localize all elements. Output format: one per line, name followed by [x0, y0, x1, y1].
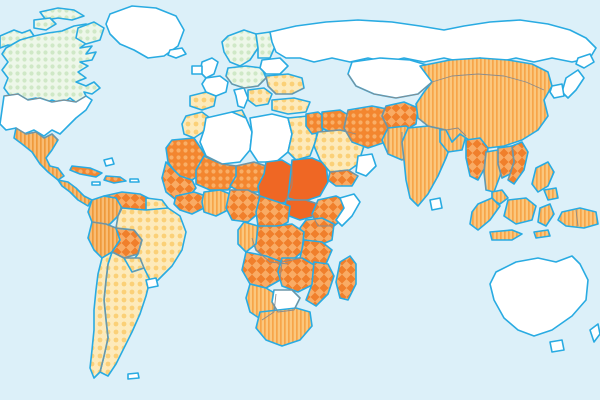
border-europe-central: [226, 76, 266, 88]
region-puerto-rico[interactable]: [130, 179, 139, 182]
region-somalia[interactable]: [336, 194, 360, 226]
border-sa-botswana: [272, 290, 300, 312]
region-ireland[interactable]: [192, 66, 202, 74]
border-russia-kazakhstan: [348, 74, 432, 98]
region-turkey[interactable]: [272, 98, 310, 114]
region-zambia-zimbabwe[interactable]: [278, 258, 316, 292]
region-yemen[interactable]: [328, 170, 358, 186]
border-algeria-mali: [206, 156, 266, 166]
border-ukraine: [266, 76, 304, 94]
region-madagascar[interactable]: [336, 256, 356, 300]
border-sa-internal: [112, 228, 142, 258]
region-baltics[interactable]: [260, 58, 288, 74]
region-russia-west[interactable]: [270, 20, 596, 62]
region-angola[interactable]: [242, 252, 282, 288]
region-papua-new-guinea[interactable]: [558, 208, 598, 228]
region-south-america[interactable]: [88, 192, 186, 379]
region-greenland[interactable]: [106, 6, 184, 58]
border-us-canada: [4, 94, 86, 102]
border-nigeria-niger: [230, 190, 260, 196]
region-jamaica[interactable]: [92, 182, 100, 185]
region-sumatra[interactable]: [470, 198, 500, 230]
border-afghanistan-iran: [382, 106, 388, 154]
border-argentina-paraguay: [124, 258, 144, 272]
region-libya[interactable]: [250, 114, 292, 162]
region-france[interactable]: [202, 76, 228, 96]
border-india-china: [418, 118, 466, 136]
region-timor[interactable]: [534, 230, 550, 238]
internal-borders-layer: [4, 74, 578, 372]
border-congo-angola: [252, 238, 288, 264]
border-thailand-laos: [498, 148, 502, 178]
region-new-zealand[interactable]: [590, 324, 600, 342]
border-saudi-yemen: [330, 170, 358, 176]
border-saudi-iraq: [318, 130, 356, 134]
region-iceland[interactable]: [168, 48, 186, 58]
border-us-mexico: [16, 128, 58, 140]
region-japan-north[interactable]: [576, 54, 594, 68]
region-africa[interactable]: [162, 110, 360, 346]
border-china-mongolia: [432, 74, 544, 90]
region-sri-lanka[interactable]: [430, 198, 442, 210]
border-myanmar-thailand: [484, 152, 486, 190]
border-zambia-angola: [280, 258, 302, 280]
border-namibia-botswana: [262, 294, 276, 320]
region-balkans[interactable]: [248, 88, 272, 106]
border-sudan-south: [286, 200, 318, 204]
region-nigeria[interactable]: [226, 190, 260, 222]
region-victoria-island[interactable]: [34, 18, 56, 30]
region-algeria[interactable]: [200, 112, 252, 164]
region-mozambique[interactable]: [306, 262, 334, 306]
region-falklands[interactable]: [128, 373, 139, 379]
region-bahamas[interactable]: [104, 158, 114, 166]
region-philippines-south[interactable]: [544, 188, 558, 200]
border-laos-vietnam: [508, 146, 514, 180]
border-argentina-chile: [100, 264, 108, 372]
border-png: [576, 210, 578, 226]
region-sulawesi[interactable]: [538, 204, 554, 226]
region-oman[interactable]: [356, 154, 376, 176]
region-korea[interactable]: [550, 84, 564, 98]
border-ethiopia-kenya: [312, 214, 334, 226]
region-south-africa[interactable]: [256, 308, 312, 346]
border-chad-sudan: [286, 166, 292, 202]
region-philippines[interactable]: [532, 162, 554, 192]
region-central-america[interactable]: [58, 180, 92, 206]
region-scandinavia[interactable]: [222, 30, 258, 66]
region-myanmar[interactable]: [466, 138, 488, 180]
region-australia[interactable]: [490, 256, 588, 336]
region-cuba[interactable]: [70, 166, 102, 177]
region-china-mongolia-siberia[interactable]: [416, 58, 552, 148]
region-tasmania[interactable]: [550, 340, 564, 352]
border-brazil-west: [116, 208, 122, 228]
region-oceania[interactable]: [490, 256, 600, 352]
region-guinea[interactable]: [174, 192, 206, 214]
region-asia[interactable]: [348, 54, 598, 240]
region-north-america[interactable]: [0, 6, 186, 206]
border-india-pakistan: [402, 132, 404, 160]
region-sudan[interactable]: [288, 158, 328, 202]
region-germany-poland[interactable]: [226, 66, 266, 88]
border-peru-colombia: [92, 222, 116, 228]
region-java[interactable]: [490, 230, 522, 240]
border-iran-iraq: [344, 110, 352, 142]
region-baffin-island[interactable]: [76, 22, 104, 44]
region-uruguay[interactable]: [146, 278, 158, 288]
region-ivory-coast-ghana[interactable]: [202, 190, 230, 216]
region-hispaniola[interactable]: [104, 176, 126, 183]
region-borneo[interactable]: [504, 198, 536, 224]
